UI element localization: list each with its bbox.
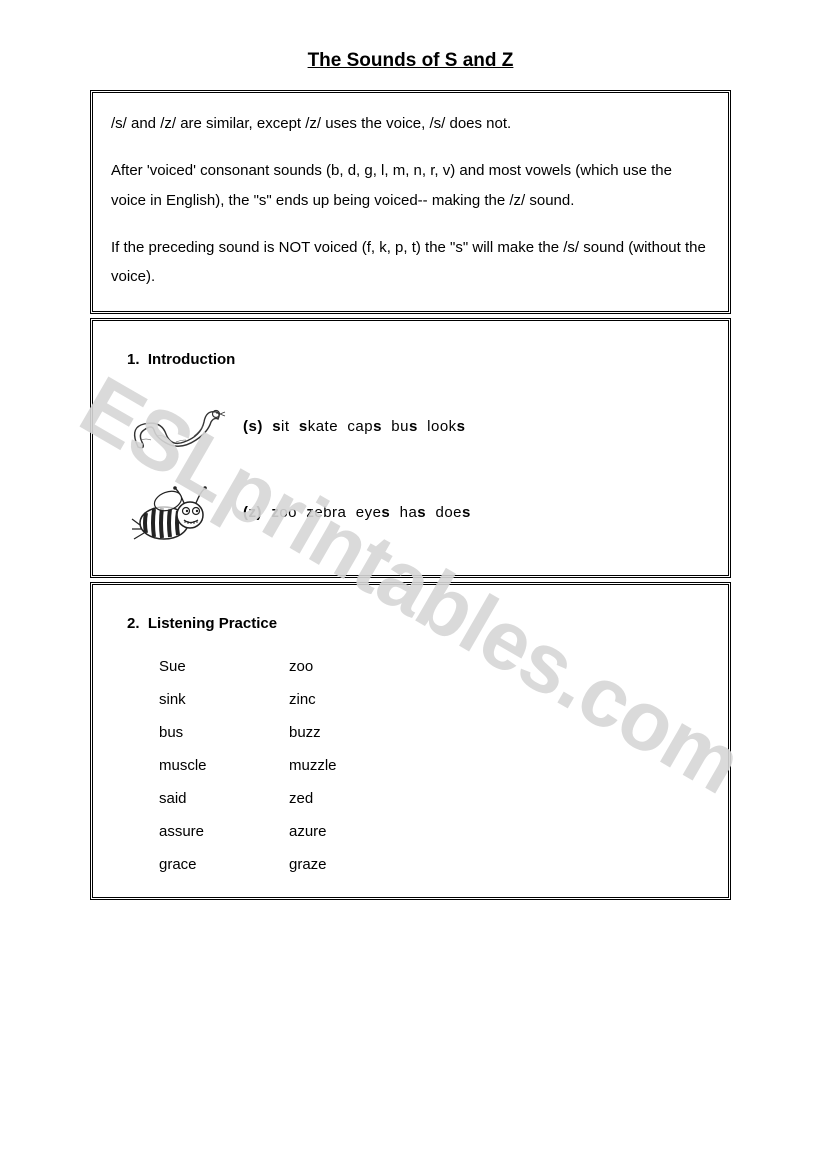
intro-z-words: (z) zoo zebra eyes has does — [243, 498, 471, 527]
section-1-heading: 1. Introduction — [127, 345, 710, 374]
pair-row: busbuzz — [159, 716, 710, 749]
intro-z-label: (z) — [243, 504, 262, 521]
intro-row-s: (s) sit skate caps bus looks — [121, 387, 710, 467]
explain-p1: /s/ and /z/ are similar, except /z/ uses… — [111, 109, 710, 138]
pairs-list: Suezoosinkzincbusbuzzmusclemuzzlesaidzed… — [111, 650, 710, 881]
snake-icon — [121, 387, 231, 467]
pair-word-s: said — [159, 782, 289, 815]
explain-p3: If the preceding sound is NOT voiced (f,… — [111, 233, 710, 292]
section-2-number: 2. — [127, 615, 140, 632]
listening-box: 2. Listening Practice Suezoosinkzincbusb… — [90, 582, 731, 900]
introduction-box: 1. Introduction (s) sit skate caps bus l… — [90, 318, 731, 577]
explain-p2: After 'voiced' consonant sounds (b, d, g… — [111, 156, 710, 215]
pair-word-z: buzz — [289, 716, 321, 749]
pair-word-z: zinc — [289, 683, 316, 716]
section-1-number: 1. — [127, 351, 140, 368]
pair-word-z: graze — [289, 848, 327, 881]
pair-word-s: assure — [159, 815, 289, 848]
intro-s-wordlist: sit skate caps bus looks — [272, 418, 465, 435]
pair-row: musclemuzzle — [159, 749, 710, 782]
intro-row-z: (z) zoo zebra eyes has does — [121, 473, 710, 553]
section-2-heading: 2. Listening Practice — [127, 609, 710, 638]
page-title: The Sounds of S and Z — [90, 50, 731, 72]
intro-s-label: (s) — [243, 418, 263, 435]
pair-word-z: muzzle — [289, 749, 337, 782]
section-2-title: Listening Practice — [148, 615, 277, 632]
pair-word-z: zed — [289, 782, 313, 815]
pair-row: Suezoo — [159, 650, 710, 683]
pair-word-z: azure — [289, 815, 327, 848]
section-1-title: Introduction — [148, 351, 235, 368]
intro-z-wordlist: zoo zebra eyes has does — [271, 504, 471, 521]
pair-word-s: grace — [159, 848, 289, 881]
bee-icon — [121, 473, 231, 553]
worksheet-page: The Sounds of S and Z /s/ and /z/ are si… — [0, 0, 821, 940]
pair-word-s: bus — [159, 716, 289, 749]
pair-row: gracegraze — [159, 848, 710, 881]
pair-row: saidzed — [159, 782, 710, 815]
pair-row: sinkzinc — [159, 683, 710, 716]
pair-word-s: Sue — [159, 650, 289, 683]
pair-row: assureazure — [159, 815, 710, 848]
explanation-box: /s/ and /z/ are similar, except /z/ uses… — [90, 90, 731, 314]
pair-word-s: sink — [159, 683, 289, 716]
pair-word-z: zoo — [289, 650, 313, 683]
intro-s-words: (s) sit skate caps bus looks — [243, 412, 466, 441]
pair-word-s: muscle — [159, 749, 289, 782]
